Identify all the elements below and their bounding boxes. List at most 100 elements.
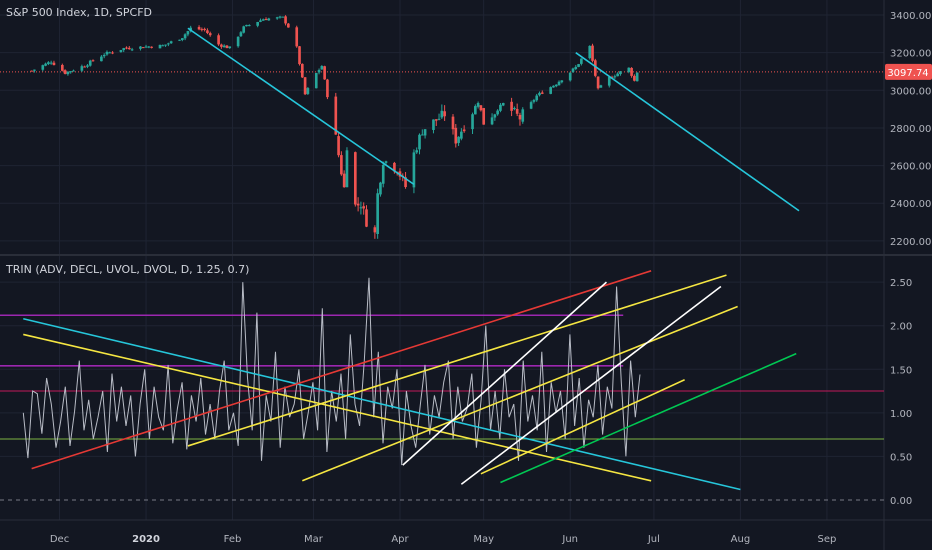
trin-trendline-8 [500,352,797,484]
candle-body-99 [418,134,421,150]
trin-series [22,277,641,466]
candle-body-6 [52,62,56,66]
trin-y-tick-0: 0.00 [890,496,912,507]
x-tick-5: May [473,534,494,545]
trin-trendline-7 [480,378,685,475]
candle-body-142 [588,45,592,59]
candle-body-76 [326,79,329,98]
axes: 2200.00 2400.00 2600.00 2800.00 3000.00 3200.… [50,11,932,545]
candle-body-129 [535,95,539,101]
candle-body-60 [264,19,268,21]
candle-body-50 [225,45,229,49]
x-tick-2: Feb [224,534,242,545]
candle-body-111 [462,129,466,132]
last-price-badge: 3097.74 [885,63,932,80]
candle-body-30 [147,46,151,48]
candle-body-17 [100,56,103,62]
trin-y-tick-2: 1.00 [890,409,912,420]
trin-pane-title: TRIN (ADV, DECL, UVOL, DVOL, D, 1.25, 0.… [6,263,250,276]
trin-line [22,277,641,466]
candle-body-22 [119,49,123,53]
x-tick-1: 2020 [132,534,160,545]
candle-body-54 [242,26,246,33]
x-tick-3: Mar [304,534,324,545]
candle-body-64 [281,16,285,18]
trin-trendline-5 [402,281,608,466]
candle-body-33 [161,45,165,47]
trin-levels [0,314,884,501]
candle-body-152 [627,67,631,72]
candle-body-91 [384,161,388,163]
candle-body-62 [275,17,279,19]
candle-body-81 [345,150,349,188]
candle-body-61 [267,18,271,21]
main-y-tick-6: 3400.00 [890,11,931,22]
candle-body-86 [365,209,368,227]
candle-body-14 [86,65,89,67]
candle-body-92 [393,162,396,172]
candle-body-37 [178,39,181,41]
candle-body-10 [69,71,73,73]
candle-body-9 [66,71,70,75]
candle-body-75 [323,66,326,80]
trin-trendlines[interactable] [23,270,797,491]
candle-body-109 [457,136,460,143]
candle-body-90 [381,164,385,184]
candle-body-65 [284,16,287,24]
candle-body-42 [197,27,201,30]
candle-body-15 [88,60,92,66]
candle-body-51 [228,46,232,49]
candle-body-20 [108,52,112,54]
candle-body-13 [83,66,86,68]
candle-body-114 [476,103,480,107]
candle-body-106 [443,111,446,117]
last-price-badge-text: 3097.74 [887,68,928,79]
candle-body-27 [139,46,142,49]
candle-body-72 [314,73,318,89]
trin-y-tick-3: 1.50 [890,365,912,376]
x-tick-4: Apr [391,534,409,545]
candle-body-135 [557,81,561,86]
candle-body-118 [493,114,497,118]
candle-body-0 [30,70,33,72]
candle-body-117 [490,117,494,125]
candle-body-43 [200,29,204,31]
candle-body-39 [183,34,187,39]
candle-body-108 [454,127,458,144]
candle-body-112 [471,114,474,130]
main-trendline-1 [575,52,800,212]
candle-body-143 [591,45,594,61]
trin-trendline-3 [187,274,727,447]
candle-body-96 [404,177,407,188]
x-tick-6: Jun [561,534,578,545]
trin-trendline-0 [23,317,741,491]
trin-trendline-6 [460,285,722,485]
candle-body-55 [245,24,248,27]
candle-body-145 [596,76,600,89]
candle-body-83 [356,203,360,206]
candle-body-57 [256,21,259,26]
candle-body-89 [379,182,382,195]
candle-body-130 [538,92,541,96]
candle-body-78 [337,136,340,156]
candle-body-45 [206,30,209,34]
candle-body-32 [158,44,162,49]
candle-body-29 [144,46,148,48]
candle-body-127 [529,102,533,109]
main-y-tick-4: 3000.00 [890,86,931,97]
candle-body-110 [460,131,463,139]
candle-body-113 [473,106,477,115]
candle-body-52 [236,36,240,47]
main-trendlines[interactable] [187,27,800,212]
candle-body-59 [261,19,265,21]
candle-body-120 [499,104,502,111]
candle-body-1 [33,69,36,71]
trin-y-tick-1: 0.50 [890,452,912,463]
candle-body-80 [342,173,346,188]
candle-body-84 [359,207,363,209]
candle-body-40 [186,31,190,35]
candle-body-121 [501,102,505,106]
candle-body-150 [616,73,619,77]
candle-body-154 [633,75,636,81]
